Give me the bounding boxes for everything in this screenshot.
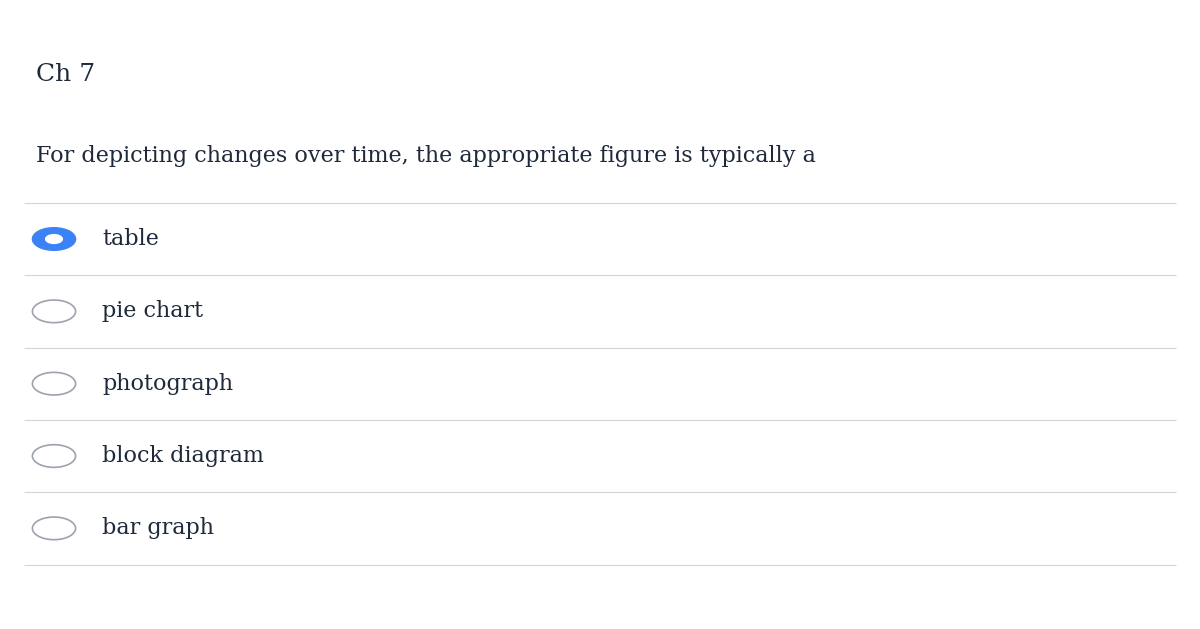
Circle shape bbox=[32, 300, 76, 323]
Text: Ch 7: Ch 7 bbox=[36, 63, 95, 86]
Text: table: table bbox=[102, 228, 158, 250]
Circle shape bbox=[32, 517, 76, 540]
Text: photograph: photograph bbox=[102, 373, 233, 394]
Circle shape bbox=[32, 372, 76, 395]
Circle shape bbox=[32, 445, 76, 467]
Text: block diagram: block diagram bbox=[102, 445, 264, 467]
Text: bar graph: bar graph bbox=[102, 518, 214, 539]
Text: For depicting changes over time, the appropriate figure is typically a: For depicting changes over time, the app… bbox=[36, 145, 816, 167]
Text: pie chart: pie chart bbox=[102, 301, 203, 322]
Circle shape bbox=[32, 228, 76, 250]
Circle shape bbox=[46, 235, 62, 243]
